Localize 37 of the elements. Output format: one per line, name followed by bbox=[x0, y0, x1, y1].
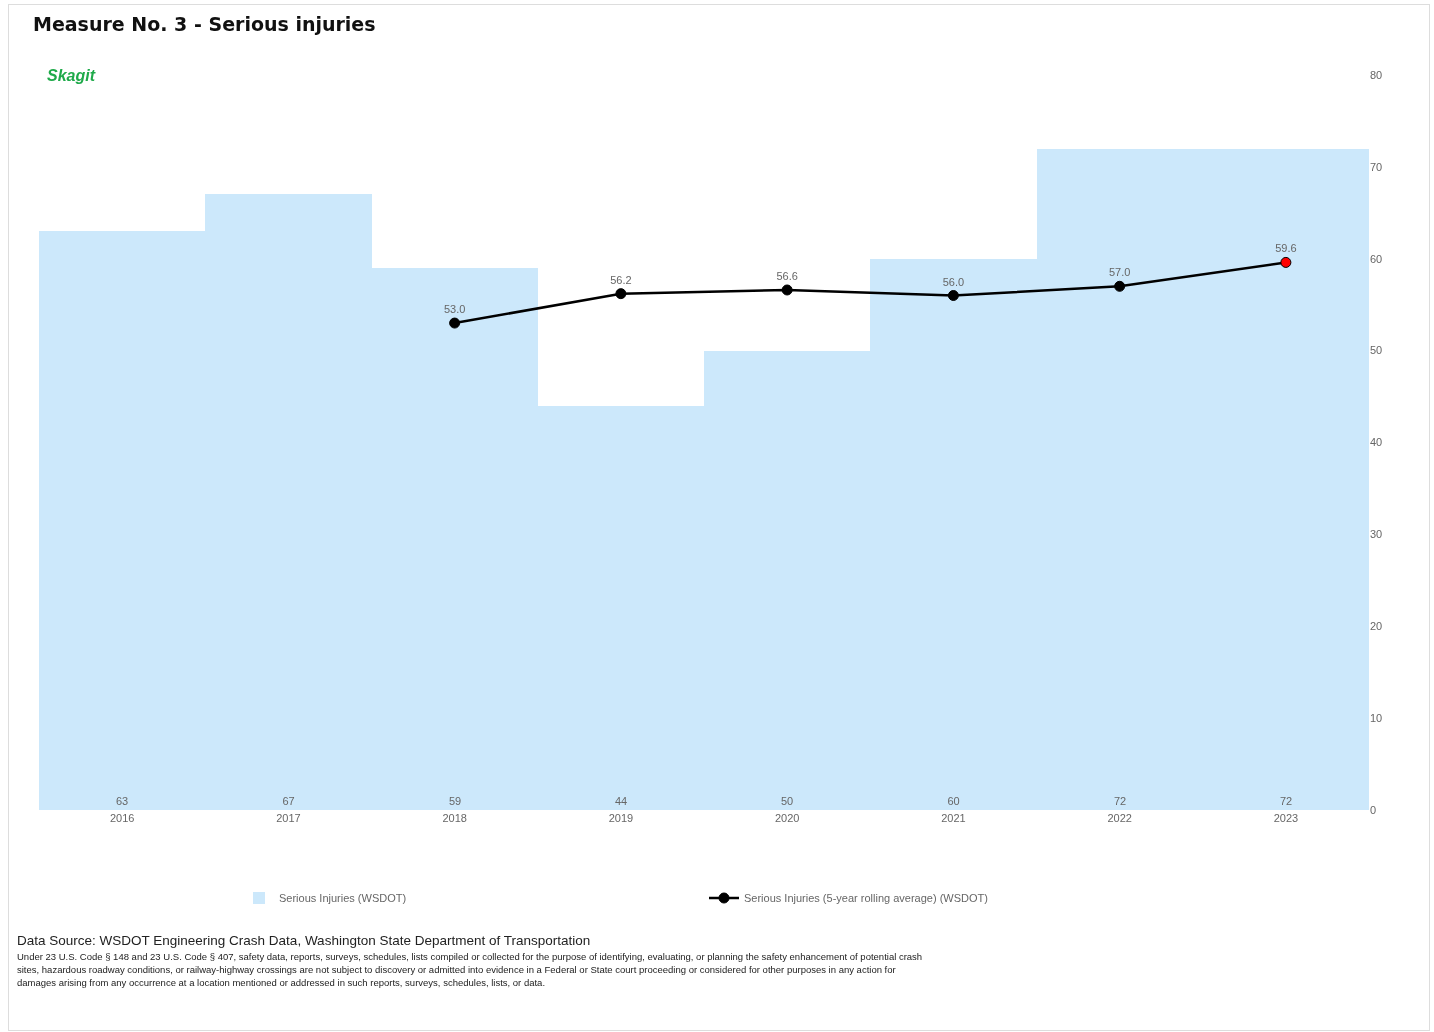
x-tick-label: 2017 bbox=[276, 812, 301, 824]
data-label: 53.0 bbox=[443, 303, 466, 316]
y-tick-label: 70 bbox=[1370, 160, 1383, 173]
data-label: 57.0 bbox=[1108, 266, 1131, 279]
data-label: 72 bbox=[1279, 795, 1293, 807]
chart-title: Measure No. 3 - Serious injuries bbox=[33, 13, 376, 35]
x-tick-label: 2016 bbox=[109, 812, 135, 824]
x-tick-label: 2020 bbox=[774, 812, 800, 824]
data-label: 44 bbox=[614, 795, 628, 807]
y-tick-label: 60 bbox=[1370, 252, 1383, 265]
data-label: 63 bbox=[115, 795, 129, 807]
y-tick-label: 40 bbox=[1370, 436, 1383, 449]
data-label: 59.6 bbox=[1275, 242, 1297, 255]
data-label: 56.2 bbox=[610, 273, 632, 286]
y-tick-label: 30 bbox=[1370, 528, 1383, 541]
y-tick-label: 20 bbox=[1370, 620, 1383, 633]
x-tick-label: 2018 bbox=[442, 812, 467, 824]
y-tick-label: 50 bbox=[1370, 344, 1383, 357]
x-tick-label: 2019 bbox=[608, 812, 634, 824]
x-tick-label: 2021 bbox=[941, 812, 966, 824]
data-label: 59 bbox=[448, 795, 462, 807]
data-label: 56.6 bbox=[776, 269, 798, 282]
data-label: 67 bbox=[282, 795, 295, 807]
data-label: 72 bbox=[1113, 795, 1127, 807]
text: Under 23 U.S. Code § 148 and 23 U.S. Code § 407, safety data, reports, surveys, schedules, lists compiled or collected for the purpose of identifying, evaluating, or planning the safety enhancement of potential crash sites, hazardous roadway conditions, or railway-highway crossings are not subject to discovery or admitted into evidence in a Federal or State court proceeding or considered for other purposes in any action for damages arising from any occurrence at a location mentioned or addressed in such reports, surveys, schedules, lists, or data. bbox=[17, 950, 924, 989]
source-note: Data Source: WSDOT Engineering Crash Data, Washington State Department of Transportation bbox=[17, 933, 592, 948]
y-tick-label: 80 bbox=[1370, 68, 1383, 81]
data-label: 56.0 bbox=[942, 275, 965, 288]
data-label: 50 bbox=[780, 795, 794, 807]
chart-subtitle: Skagit bbox=[47, 67, 96, 85]
legend-label: Serious Injuries (WSDOT) bbox=[279, 892, 407, 905]
y-tick-label: 0 bbox=[1370, 803, 1377, 816]
legend-label: Serious Injuries (5-year rolling average) (WSDOT) bbox=[744, 892, 988, 905]
x-tick-label: 2022 bbox=[1107, 812, 1132, 824]
y-tick-label: 10 bbox=[1370, 711, 1383, 724]
x-tick-label: 2023 bbox=[1273, 812, 1299, 824]
data-label: 60 bbox=[947, 795, 960, 807]
